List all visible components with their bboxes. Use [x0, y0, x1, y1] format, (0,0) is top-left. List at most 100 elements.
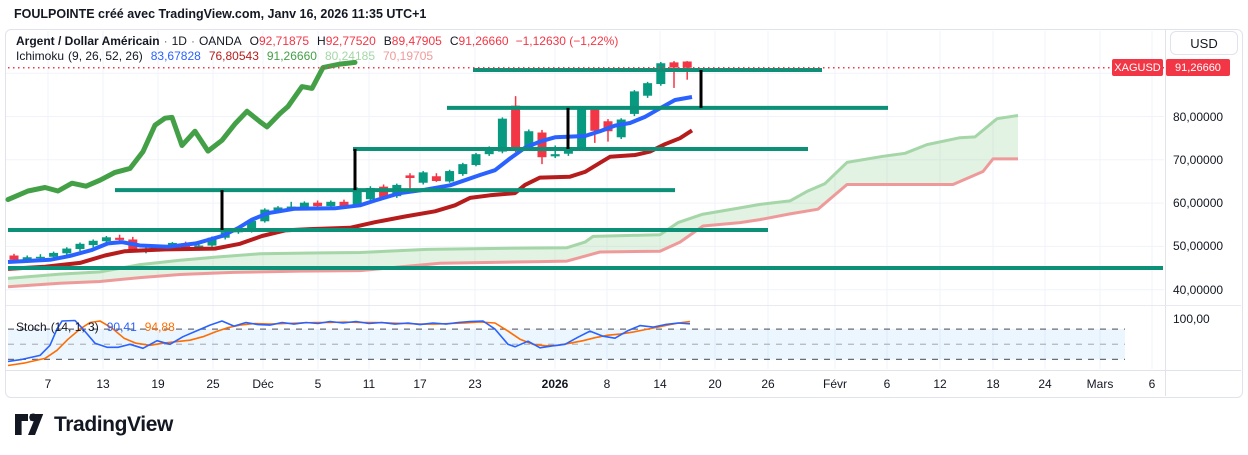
price-tick-label: 60,00000 [1173, 196, 1224, 211]
candle-body [9, 255, 19, 260]
symbol-legend: Argent / Dollar Américain · 1D · OANDA O… [16, 34, 618, 48]
candle-body [458, 164, 468, 175]
interval-label[interactable]: 1D [171, 34, 187, 48]
time-tick-label: 12 [933, 377, 947, 391]
candle-body [75, 243, 85, 249]
price-tick-label: 40,00000 [1173, 282, 1224, 297]
stoch-d-value: 94,88 [144, 320, 175, 334]
candle-body [616, 119, 626, 138]
high-value: 92,77520 [325, 34, 376, 48]
candle-body [629, 91, 639, 114]
high-label: H [317, 34, 326, 48]
candle-body [484, 149, 494, 155]
candle-body [207, 237, 217, 246]
time-tick-label: 17 [413, 377, 427, 391]
pane-divider[interactable] [6, 305, 1241, 306]
candle-body [577, 108, 587, 149]
candle-body [643, 83, 653, 96]
price-tick-label: 70,00000 [1173, 152, 1224, 167]
currency-button[interactable]: USD [1170, 31, 1238, 55]
candles [9, 61, 692, 263]
stoch-k-line [7, 319, 691, 363]
candle-body [431, 176, 441, 182]
price-scale-divider [1165, 30, 1166, 396]
candle-body [62, 248, 72, 254]
time-tick-label: 13 [96, 377, 110, 391]
tradingview-logo[interactable]: TradingView [14, 411, 173, 438]
tenkan-line [7, 95, 693, 264]
drawings[interactable] [8, 67, 1163, 271]
time-tick-label: 26 [761, 377, 775, 391]
time-tick-label: 6 [883, 377, 891, 391]
candle-body [247, 220, 257, 232]
change-value: −1,12630 (−1,22%) [515, 34, 619, 48]
close-label: C [449, 34, 459, 48]
stoch-name[interactable]: Stoch [16, 320, 47, 334]
time-tick-label: 19 [151, 377, 165, 391]
tenkan-value: 83,67828 [150, 49, 201, 63]
chikou-value: 91,26660 [266, 49, 317, 63]
candle-body [405, 175, 415, 178]
candle-body [115, 237, 125, 240]
price-scale[interactable]: 80,00000 70,00000 60,00000 50,00000 40,00000… [1166, 29, 1242, 370]
stoch-k-value: 90,41 [106, 320, 137, 334]
candle-body [497, 118, 507, 152]
candle-body [524, 131, 534, 149]
open-label: O [249, 34, 259, 48]
candle-body [590, 109, 600, 131]
legend-separator: · [163, 34, 168, 48]
open-value: 92,71875 [258, 34, 310, 48]
time-axis[interactable]: 7 13 19 25 Déc 5 11 17 23 2026 8 14 20 26 Févr 6 12 18 24 M… [5, 371, 1165, 396]
candle-body [313, 202, 323, 207]
time-tick-label: 25 [206, 377, 220, 391]
kijun-line [7, 128, 694, 271]
symbol-title[interactable]: Argent / Dollar Américain [16, 34, 160, 48]
price-tick-label: 80,00000 [1173, 109, 1224, 124]
time-tick-label: Mars [1086, 377, 1114, 391]
candle-body [682, 61, 692, 68]
time-tick-label: 7 [44, 377, 52, 391]
candle-body [550, 154, 560, 157]
candle-body [471, 154, 481, 165]
candle-body [418, 172, 428, 183]
candle-body [365, 187, 375, 200]
candle-body [273, 207, 283, 211]
exchange-label: OANDA [198, 34, 242, 48]
time-tick-label: Déc [252, 377, 274, 391]
last-price-label: 91,26660 [1166, 59, 1230, 76]
time-tick-label: 11 [362, 377, 376, 391]
candle-body [22, 257, 32, 260]
time-tick-label: 2026 [541, 377, 569, 391]
price-tick-label: 50,00000 [1173, 239, 1224, 254]
time-axis-divider [6, 370, 1241, 371]
watermark-header: FOULPOINTE créé avec TradingView.com, Ja… [14, 7, 427, 21]
tradingview-logo-text: TradingView [54, 412, 173, 436]
stoch-params: (14, 1, 3) [50, 320, 99, 334]
candle-body [537, 132, 547, 158]
time-tick-label: 6 [1148, 377, 1156, 391]
indicator-name[interactable]: Ichimoku [16, 49, 65, 63]
candle-body [563, 148, 573, 154]
low-value: 89,47905 [391, 34, 442, 48]
chart-widget-frame [5, 29, 1243, 398]
stochastic-pane [7, 319, 1125, 367]
senkou-a-value: 80,24185 [324, 49, 375, 63]
candle-body [669, 62, 679, 68]
candle-body [339, 201, 349, 207]
time-tick-label: 23 [468, 377, 482, 391]
candle-body [656, 63, 666, 85]
price-tick-label: 100,00 [1173, 312, 1210, 326]
time-tick-label: Févr [823, 377, 847, 391]
low-label: B [383, 34, 392, 48]
time-tick-label: 20 [708, 377, 722, 391]
candle-body [511, 105, 521, 151]
legend-separator: · [190, 34, 195, 48]
time-tick-label: 18 [986, 377, 1000, 391]
ichimoku-legend: Ichimoku (9, 26, 52, 26) 83,67828 76,805… [16, 49, 433, 63]
candle-body [88, 240, 98, 246]
symbol-price-flag: XAGUSD [1112, 59, 1163, 76]
candle-body [445, 171, 455, 182]
grid [6, 31, 1164, 369]
